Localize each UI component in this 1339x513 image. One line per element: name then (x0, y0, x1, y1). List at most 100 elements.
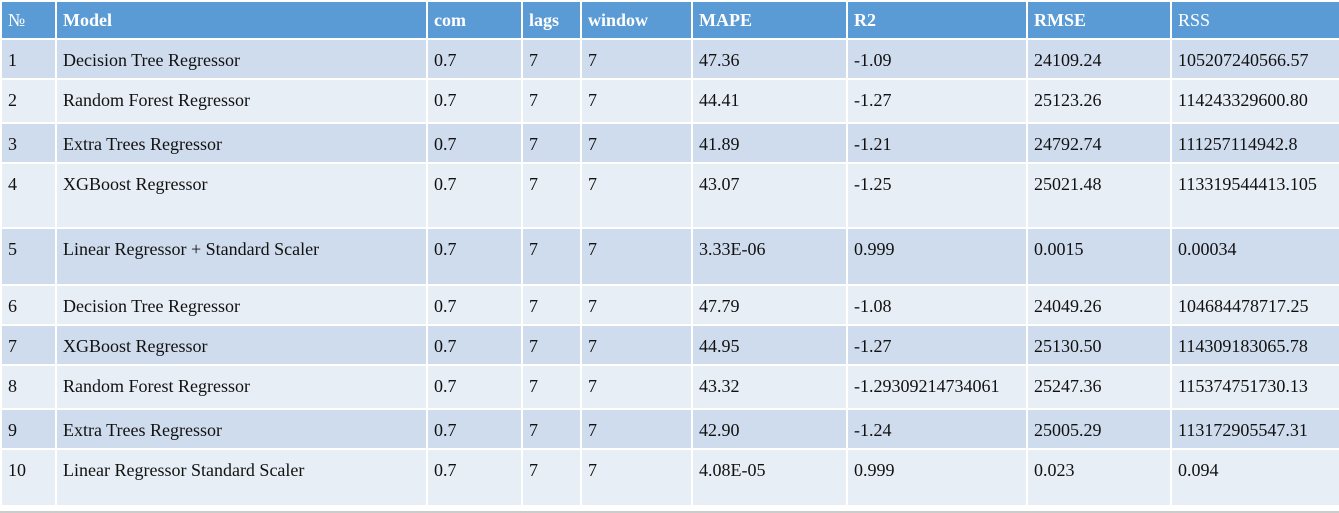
cell-model: XGBoost Regressor (57, 326, 426, 364)
cell-com: 0.7 (428, 286, 521, 324)
cell-lags: 7 (523, 326, 580, 364)
cell-rmse: 25247.36 (1028, 366, 1170, 408)
cell-mape: 43.32 (693, 366, 846, 408)
cell-model: Random Forest Regressor (57, 80, 426, 122)
cell-com: 0.7 (428, 80, 521, 122)
bottom-divider (0, 511, 1339, 513)
cell-window: 7 (582, 124, 691, 162)
cell-number: 9 (2, 410, 55, 448)
cell-r2: 0.999 (848, 229, 1026, 284)
cell-number: 6 (2, 286, 55, 324)
cell-r2: -1.09 (848, 40, 1026, 78)
cell-window: 7 (582, 286, 691, 324)
cell-rmse: 24109.24 (1028, 40, 1170, 78)
cell-window: 7 (582, 326, 691, 364)
cell-mape: 44.95 (693, 326, 846, 364)
table-row: 1 Decision Tree Regressor 0.7 7 7 47.36 … (2, 40, 1339, 78)
cell-com: 0.7 (428, 124, 521, 162)
cell-rss: 114309183065.78 (1172, 326, 1339, 364)
cell-window: 7 (582, 410, 691, 448)
cell-rmse: 25130.50 (1028, 326, 1170, 364)
header-row: № Model com lags window MAPE R2 RMSE RSS (2, 2, 1339, 38)
table-row: 9 Extra Trees Regressor 0.7 7 7 42.90 -1… (2, 410, 1339, 448)
cell-rss: 105207240566.57 (1172, 40, 1339, 78)
table-row: 6 Decision Tree Regressor 0.7 7 7 47.79 … (2, 286, 1339, 324)
header-window: window (582, 2, 691, 38)
table-row: 8 Random Forest Regressor 0.7 7 7 43.32 … (2, 366, 1339, 408)
table-row: 7 XGBoost Regressor 0.7 7 7 44.95 -1.27 … (2, 326, 1339, 364)
cell-lags: 7 (523, 40, 580, 78)
cell-number: 2 (2, 80, 55, 122)
cell-com: 0.7 (428, 366, 521, 408)
cell-r2: -1.24 (848, 410, 1026, 448)
cell-com: 0.7 (428, 326, 521, 364)
cell-r2: -1.29309214734061 (848, 366, 1026, 408)
cell-com: 0.7 (428, 229, 521, 284)
cell-number: 7 (2, 326, 55, 364)
table-row: 3 Extra Trees Regressor 0.7 7 7 41.89 -1… (2, 124, 1339, 162)
cell-model: XGBoost Regressor (57, 164, 426, 227)
cell-r2: -1.27 (848, 80, 1026, 122)
cell-rss: 111257114942.8 (1172, 124, 1339, 162)
cell-rmse: 0.023 (1028, 450, 1170, 505)
cell-rmse: 25021.48 (1028, 164, 1170, 227)
cell-rss: 0.094 (1172, 450, 1339, 505)
cell-mape: 43.07 (693, 164, 846, 227)
cell-rss: 115374751730.13 (1172, 366, 1339, 408)
cell-model: Linear Regressor + Standard Scaler (57, 229, 426, 284)
header-lags: lags (523, 2, 580, 38)
cell-mape: 4.08E-05 (693, 450, 846, 505)
cell-lags: 7 (523, 164, 580, 227)
cell-lags: 7 (523, 124, 580, 162)
cell-model: Extra Trees Regressor (57, 124, 426, 162)
cell-mape: 42.90 (693, 410, 846, 448)
cell-window: 7 (582, 40, 691, 78)
cell-rss: 104684478717.25 (1172, 286, 1339, 324)
table-row: 5 Linear Regressor + Standard Scaler 0.7… (2, 229, 1339, 284)
cell-model: Extra Trees Regressor (57, 410, 426, 448)
cell-rss: 113319544413.105 (1172, 164, 1339, 227)
cell-r2: -1.25 (848, 164, 1026, 227)
cell-mape: 44.41 (693, 80, 846, 122)
cell-model: Decision Tree Regressor (57, 40, 426, 78)
cell-com: 0.7 (428, 40, 521, 78)
cell-rss: 113172905547.31 (1172, 410, 1339, 448)
cell-window: 7 (582, 366, 691, 408)
cell-window: 7 (582, 450, 691, 505)
cell-r2: -1.08 (848, 286, 1026, 324)
header-rss: RSS (1172, 2, 1339, 38)
cell-number: 8 (2, 366, 55, 408)
cell-model: Linear Regressor Standard Scaler (57, 450, 426, 505)
table-row: 4 XGBoost Regressor 0.7 7 7 43.07 -1.25 … (2, 164, 1339, 227)
table-row: 2 Random Forest Regressor 0.7 7 7 44.41 … (2, 80, 1339, 122)
cell-number: 1 (2, 40, 55, 78)
cell-lags: 7 (523, 286, 580, 324)
cell-model: Decision Tree Regressor (57, 286, 426, 324)
cell-lags: 7 (523, 366, 580, 408)
cell-mape: 47.79 (693, 286, 846, 324)
cell-model: Random Forest Regressor (57, 366, 426, 408)
cell-r2: -1.27 (848, 326, 1026, 364)
header-rmse: RMSE (1028, 2, 1170, 38)
cell-number: 4 (2, 164, 55, 227)
table-row: 10 Linear Regressor Standard Scaler 0.7 … (2, 450, 1339, 505)
cell-rmse: 25123.26 (1028, 80, 1170, 122)
cell-window: 7 (582, 164, 691, 227)
cell-rmse: 24049.26 (1028, 286, 1170, 324)
header-model: Model (57, 2, 426, 38)
header-r2: R2 (848, 2, 1026, 38)
cell-com: 0.7 (428, 450, 521, 505)
cell-lags: 7 (523, 450, 580, 505)
cell-com: 0.7 (428, 164, 521, 227)
header-mape: MAPE (693, 2, 846, 38)
cell-com: 0.7 (428, 410, 521, 448)
cell-lags: 7 (523, 229, 580, 284)
header-number: № (2, 2, 55, 38)
cell-r2: 0.999 (848, 450, 1026, 505)
cell-rmse: 24792.74 (1028, 124, 1170, 162)
cell-window: 7 (582, 229, 691, 284)
cell-lags: 7 (523, 80, 580, 122)
cell-lags: 7 (523, 410, 580, 448)
cell-rss: 0.00034 (1172, 229, 1339, 284)
cell-number: 10 (2, 450, 55, 505)
